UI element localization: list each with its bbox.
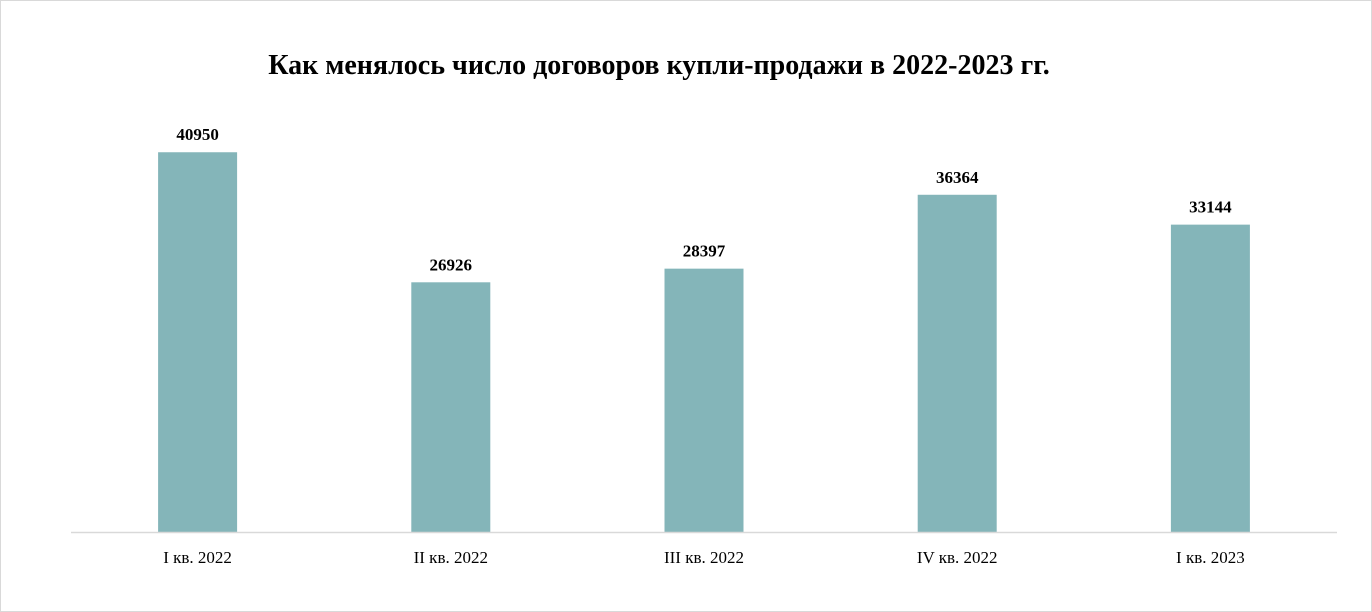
- bar: [158, 152, 238, 532]
- data-label: 26926: [430, 255, 473, 274]
- bar-group: [158, 152, 1250, 532]
- x-tick-label: II кв. 2022: [414, 548, 488, 567]
- chart-title: Как менялось число договоров купли-прода…: [268, 50, 1050, 81]
- x-tick-label: III кв. 2022: [664, 548, 744, 567]
- data-label: 40950: [176, 125, 219, 144]
- data-label: 33144: [1189, 198, 1232, 217]
- tick-label-group: I кв. 2022 II кв. 2022 III кв. 2022 IV кв. …: [163, 548, 1245, 567]
- x-tick-label: IV кв. 2022: [917, 548, 998, 567]
- data-label-group: 40950 26926 28397 36364 33144: [176, 125, 1232, 274]
- bar: [664, 268, 744, 532]
- bar: [917, 194, 997, 532]
- x-tick-label: I кв. 2022: [163, 548, 232, 567]
- bar: [411, 282, 491, 532]
- data-label: 28397: [683, 242, 726, 261]
- x-tick-label: I кв. 2023: [1176, 548, 1245, 567]
- data-label: 36364: [936, 168, 979, 187]
- bar: [1170, 224, 1250, 532]
